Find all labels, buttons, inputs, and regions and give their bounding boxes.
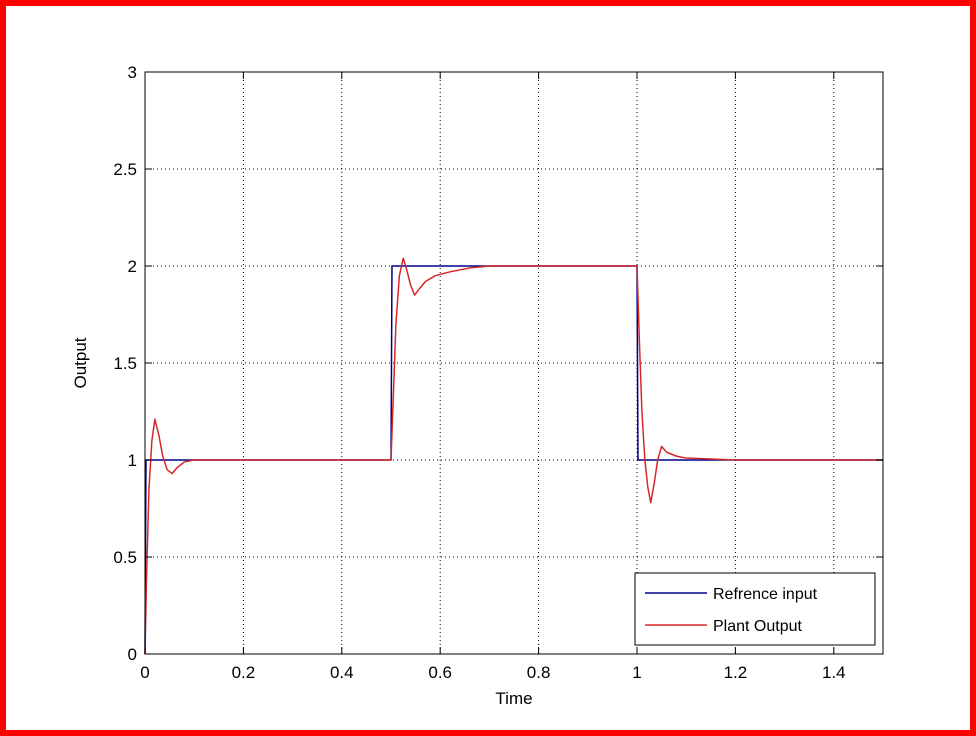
y-tick-label: 1 <box>128 451 137 470</box>
x-tick-label: 0.8 <box>527 663 551 682</box>
y-axis-title: Output <box>71 337 90 388</box>
x-tick-label: 0 <box>140 663 149 682</box>
y-tick-label: 1.5 <box>113 354 137 373</box>
x-tick-labels: 0 0.2 0.4 0.6 0.8 1 1.2 1.4 <box>140 663 845 682</box>
y-tick-label: 0.5 <box>113 548 137 567</box>
x-tick-label: 0.2 <box>232 663 256 682</box>
y-tick-labels: 0 0.5 1 1.5 2 2.5 3 <box>113 63 137 664</box>
series-line-refrence-input <box>144 265 883 655</box>
y-tick-label: 0 <box>128 645 137 664</box>
ticks <box>144 71 883 655</box>
x-tick-label: 0.4 <box>330 663 354 682</box>
series-line-plant-output <box>144 257 883 655</box>
x-tick-label: 1.4 <box>822 663 846 682</box>
legend-box <box>634 572 876 646</box>
y-tick-label: 2.5 <box>113 160 137 179</box>
x-axis-title: Time <box>495 689 532 708</box>
series-lines <box>144 257 883 655</box>
legend: Refrence input Plant Output <box>634 572 876 646</box>
x-tick-label: 1.2 <box>724 663 748 682</box>
legend-label-plant-output: Plant Output <box>713 618 803 635</box>
legend-label-refrence-input: Refrence input <box>713 586 818 603</box>
y-tick-label: 2 <box>128 257 137 276</box>
y-tick-label: 3 <box>128 63 137 82</box>
x-tick-label: 1 <box>632 663 641 682</box>
x-tick-label: 0.6 <box>428 663 452 682</box>
